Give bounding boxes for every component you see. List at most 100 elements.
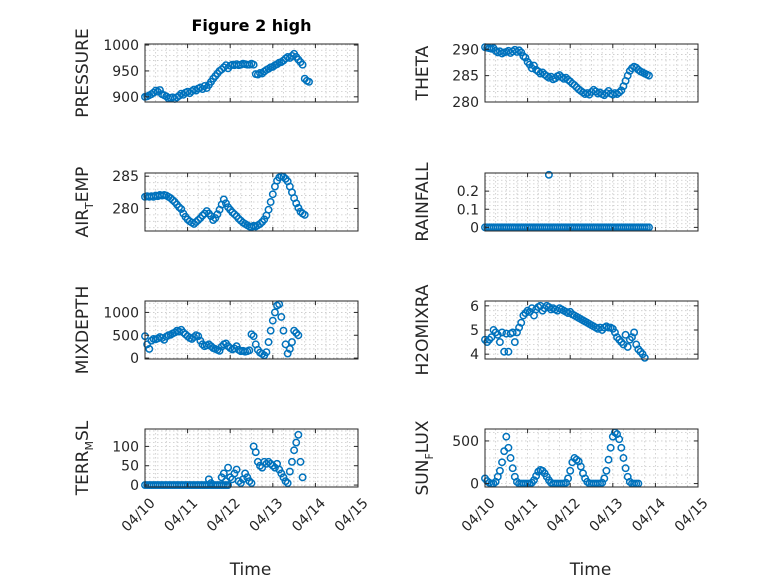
data-point (504, 443, 513, 452)
data-point (500, 447, 509, 456)
data-point (260, 215, 269, 224)
data-point (268, 190, 277, 199)
data-point (170, 328, 179, 337)
data-point (640, 353, 649, 362)
data-point (268, 316, 277, 325)
y-tick-label: 290 (452, 42, 479, 58)
data-point (234, 477, 243, 486)
data-point (602, 466, 611, 475)
data-point (530, 476, 538, 485)
data-point (285, 345, 294, 353)
data-point (194, 332, 203, 341)
series-points (481, 43, 653, 100)
data-point (192, 218, 201, 226)
y-tick-label: 5 (470, 323, 479, 339)
data-point (604, 455, 613, 464)
data-point (275, 465, 284, 474)
data-point (621, 330, 630, 339)
data-point (510, 45, 519, 54)
data-point (221, 199, 230, 208)
y-tick-label: 280 (112, 201, 139, 217)
data-point (290, 326, 299, 335)
subplot-airtemp: 280 285 AIRTEMP (73, 167, 359, 238)
y-axis-label: AIRTEMP (73, 167, 96, 238)
data-point (279, 473, 288, 482)
data-point (281, 477, 290, 486)
y-axis-label: THETA (413, 45, 433, 101)
series-points (481, 428, 643, 488)
data-point (606, 443, 615, 452)
data-point (245, 346, 254, 355)
x-tick-label: 04/12 (204, 495, 244, 535)
data-point (564, 474, 573, 483)
data-point (175, 327, 184, 336)
data-point (264, 205, 273, 214)
axes-box (484, 428, 699, 488)
data-point (285, 467, 294, 476)
data-point (264, 457, 273, 466)
y-axis-label: MIXDEPTH (73, 286, 93, 375)
data-point (168, 196, 177, 205)
chart-title: Figure 2 high (192, 16, 312, 35)
series-points (481, 301, 649, 362)
x-tick-label: 04/11 (161, 495, 201, 535)
y-tick-label: 0 (130, 478, 139, 494)
x-tick-label: 04/12 (544, 495, 584, 535)
data-point (190, 333, 198, 342)
series-points (141, 172, 309, 232)
y-tick-label: 0 (130, 351, 139, 367)
data-point (283, 479, 292, 488)
data-point (247, 330, 256, 339)
data-point (521, 53, 530, 62)
data-point (232, 465, 241, 474)
data-point (544, 170, 553, 179)
data-point (615, 435, 624, 444)
data-point (498, 328, 506, 337)
data-point (219, 195, 228, 204)
y-tick-label: 4 (470, 347, 479, 363)
data-point (277, 313, 286, 321)
data-point (296, 457, 305, 466)
subplot-rainfall: 0 0.1 0.2 RAINFALL (413, 162, 699, 242)
y-axis-label: RAINFALL (413, 162, 433, 242)
data-point (619, 454, 628, 462)
y-tick-label: 0 (470, 220, 479, 236)
y-axis-label: SUNFLUX (413, 420, 436, 495)
data-point (217, 473, 226, 482)
data-point (534, 67, 543, 76)
data-point (264, 338, 273, 347)
series-points (141, 430, 307, 490)
series-points (141, 49, 313, 103)
data-point (288, 51, 296, 60)
data-point (145, 345, 154, 353)
subplot-mixdepth: 0 500 1000 MIXDEPTH (73, 286, 359, 375)
data-point (495, 466, 504, 475)
data-point (298, 60, 307, 69)
data-point (510, 338, 519, 347)
data-point (234, 214, 243, 223)
data-point (598, 478, 607, 487)
x-tick-label: 04/13 (247, 495, 287, 535)
y-tick-label: 500 (112, 328, 139, 344)
data-point (292, 438, 301, 447)
series-points (481, 170, 653, 232)
y-tick-label: 285 (112, 169, 139, 185)
data-point (621, 464, 630, 473)
data-point (566, 466, 575, 475)
data-point (294, 430, 303, 439)
y-tick-label: 950 (112, 64, 139, 80)
axes-box (144, 428, 359, 488)
data-point (300, 210, 309, 219)
x-tick-label: 04/13 (587, 495, 627, 535)
y-tick-label: 285 (452, 69, 479, 85)
data-point (241, 469, 250, 478)
data-point (226, 473, 235, 482)
data-point (623, 342, 632, 351)
data-point (228, 208, 237, 217)
data-point (155, 86, 164, 95)
x-tick-label: 04/14 (289, 495, 329, 535)
data-point (506, 454, 515, 462)
data-point (175, 203, 184, 212)
y-axis-label: TERRMSL (73, 420, 96, 496)
